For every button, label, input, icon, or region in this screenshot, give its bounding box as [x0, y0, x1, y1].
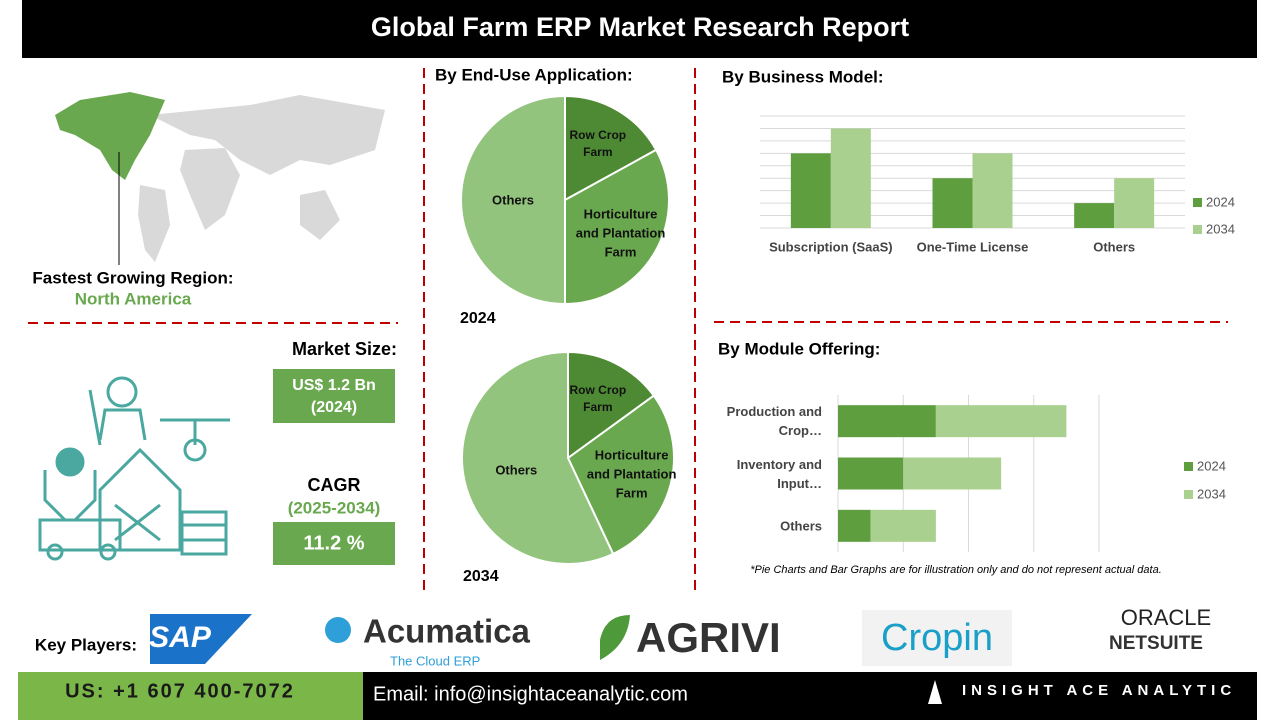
bar — [838, 457, 904, 490]
slice-label: Row Crop Farm — [569, 128, 627, 160]
netsuite-logo: NETSUITE — [1109, 633, 1203, 654]
legend-label: 2034 — [1197, 486, 1226, 501]
cropin-logo: Cropin — [881, 617, 993, 659]
cagr-label: CAGR — [308, 475, 361, 495]
pie-slice — [461, 350, 615, 565]
acumatica-tagline: The Cloud ERP — [390, 653, 480, 668]
y-tick-label: Production and Crop… — [726, 404, 822, 439]
chart-title: By Module Offering: — [718, 339, 880, 358]
world-map — [138, 95, 385, 262]
farm-illustration — [38, 376, 230, 561]
agrivi-icon — [600, 615, 630, 660]
chart-title: By Business Model: — [722, 67, 884, 86]
x-tick-label: One-Time License — [917, 239, 1029, 254]
bar — [838, 405, 936, 438]
pie-slice — [567, 350, 656, 460]
legend-swatch — [1193, 198, 1202, 207]
chart-title: By End-Use Application: — [435, 65, 633, 84]
legend-label: 2024 — [1206, 194, 1235, 209]
legend-label: 2034 — [1206, 221, 1235, 236]
market-size-value: US$ 1.2 Bn — [292, 377, 376, 394]
cagr-period: (2025-2034) — [288, 498, 381, 517]
pie-slice — [460, 94, 566, 306]
region-value: North America — [75, 289, 192, 308]
chart-subtitle: 2024 — [460, 310, 496, 327]
bar — [870, 509, 936, 542]
pie-slice — [566, 394, 675, 556]
acumatica-logo: Acumatica — [363, 613, 531, 650]
market-size-year: (2024) — [311, 399, 357, 416]
footnote: *Pie Charts and Bar Graphs are for illus… — [750, 564, 1162, 576]
acumatica-icon — [325, 617, 351, 643]
brand-icon — [928, 680, 942, 704]
legend-swatch — [1184, 490, 1193, 499]
slice-label: Others — [492, 192, 534, 208]
legend-swatch — [1184, 462, 1193, 471]
agrivi-logo: AGRIVI — [636, 614, 781, 661]
slice-label: Row Crop Farm — [569, 383, 627, 415]
legend-swatch — [1193, 225, 1202, 234]
bar — [830, 128, 871, 228]
slice-label: Others — [495, 462, 538, 478]
bar — [935, 405, 1067, 438]
bar — [790, 153, 831, 228]
bar — [838, 509, 871, 542]
slice-label: Horticulture and Plantation Farm — [586, 447, 677, 501]
cagr-value: 11.2 % — [303, 532, 364, 554]
bar — [903, 457, 1002, 490]
dividers — [28, 68, 1228, 592]
y-tick-label: Others — [780, 518, 822, 534]
bar — [932, 178, 973, 228]
pie-slice — [564, 94, 658, 202]
key-players-label: Key Players: — [35, 635, 137, 654]
email: Email: info@insightaceanalytic.com — [373, 683, 688, 705]
bar — [1074, 203, 1115, 228]
footer-bar — [363, 672, 1257, 720]
cagr-box — [273, 522, 395, 565]
phone-bar — [18, 672, 363, 720]
oracle-logo: ORACLE — [1121, 605, 1211, 630]
header-bar — [22, 0, 1257, 58]
y-tick-label: Inventory and Input… — [736, 456, 822, 491]
north-america — [55, 92, 165, 180]
chart-subtitle: 2034 — [463, 568, 499, 585]
x-tick-label: Others — [1093, 239, 1135, 254]
bar — [1114, 178, 1155, 228]
sap-logo: SAP — [149, 621, 212, 654]
brand: INSIGHT ACE ANALYTIC — [962, 682, 1236, 699]
phone: US: +1 607 400-7072 — [65, 680, 295, 702]
bar — [972, 153, 1013, 228]
pie-slice — [564, 148, 670, 306]
slice-label: Horticulture and Plantation Farm — [575, 206, 666, 260]
title: Global Farm ERP Market Research Report — [371, 12, 909, 42]
legend-label: 2024 — [1197, 458, 1226, 473]
region-label: Fastest Growing Region: — [32, 268, 233, 287]
market-size-label: Market Size: — [292, 339, 397, 359]
market-size-box — [273, 369, 395, 423]
cropin-box — [862, 610, 1012, 666]
sap-logo-shape — [150, 614, 252, 664]
x-tick-label: Subscription (SaaS) — [769, 239, 893, 254]
